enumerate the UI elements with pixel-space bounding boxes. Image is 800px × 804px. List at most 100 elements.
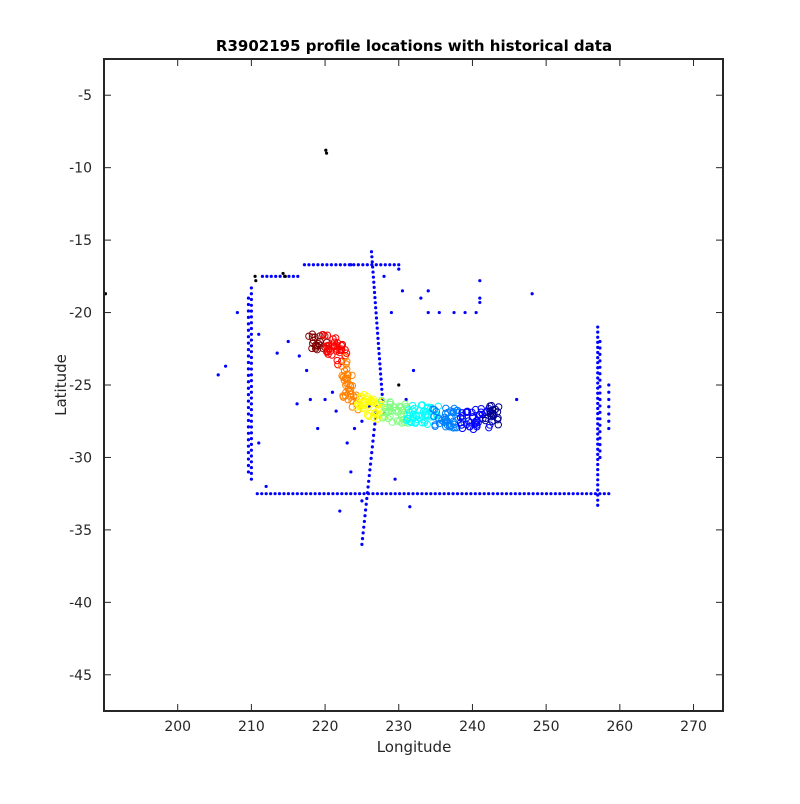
- data-point: [474, 310, 478, 315]
- data-point: [598, 391, 602, 395]
- x-tick-label: 240: [459, 719, 486, 735]
- data-point: [349, 263, 353, 267]
- data-point: [349, 492, 353, 496]
- data-point: [249, 367, 253, 371]
- data-point: [491, 492, 495, 496]
- data-point: [324, 148, 328, 152]
- data-point: [356, 263, 360, 267]
- data-point: [374, 263, 378, 267]
- plot-frame: [103, 58, 724, 712]
- profile-marker: [384, 407, 392, 416]
- data-point: [246, 386, 251, 390]
- y-tick-label: -15: [69, 233, 92, 249]
- data-point: [329, 263, 333, 267]
- data-point: [295, 402, 299, 406]
- profile-marker: [314, 339, 323, 348]
- data-point: [596, 483, 600, 487]
- x-tick-label: 200: [164, 719, 191, 735]
- y-tick-label: -30: [69, 450, 92, 466]
- data-point: [296, 274, 300, 278]
- data-point: [260, 274, 265, 278]
- data-point: [311, 263, 316, 267]
- data-point: [596, 473, 600, 477]
- data-point: [380, 392, 384, 396]
- data-point: [424, 492, 428, 496]
- profile-marker: [332, 334, 340, 342]
- data-point: [469, 492, 473, 496]
- data-point: [593, 492, 598, 496]
- data-point: [383, 263, 387, 267]
- data-layer: [104, 148, 611, 546]
- data-point: [397, 263, 401, 267]
- x-axis-label: Longitude: [377, 738, 452, 756]
- x-tick-label: 270: [680, 719, 707, 735]
- data-point: [235, 310, 239, 315]
- data-point: [370, 255, 374, 259]
- data-point: [382, 274, 386, 278]
- data-point: [598, 359, 602, 363]
- data-point: [372, 285, 376, 289]
- data-point: [246, 373, 251, 377]
- profile-marker: [447, 421, 455, 430]
- data-point: [286, 492, 291, 496]
- data-point: [249, 344, 253, 348]
- data-point: [361, 263, 365, 267]
- data-point: [398, 492, 402, 496]
- data-point: [249, 425, 253, 429]
- data-point: [596, 447, 600, 451]
- data-point: [246, 354, 251, 358]
- data-point: [338, 509, 342, 513]
- data-point: [433, 492, 437, 496]
- data-point: [371, 270, 375, 274]
- profile-marker: [371, 409, 379, 417]
- data-point: [349, 470, 353, 474]
- data-point: [411, 368, 416, 373]
- data-point: [464, 492, 468, 496]
- data-point: [340, 492, 344, 496]
- data-point: [216, 373, 220, 377]
- profile-marker: [365, 412, 373, 420]
- data-point: [269, 492, 273, 496]
- data-point: [392, 263, 396, 267]
- profile-marker: [342, 388, 350, 396]
- data-point: [553, 492, 557, 496]
- profile-marker: [343, 365, 351, 373]
- data-point: [265, 274, 269, 278]
- y-tick-label: -45: [69, 668, 92, 684]
- data-point: [249, 396, 253, 400]
- data-point: [522, 492, 526, 496]
- profile-marker: [477, 404, 485, 413]
- profile-marker: [323, 331, 332, 339]
- profile-marker: [449, 408, 458, 417]
- data-point: [249, 442, 253, 447]
- data-point: [388, 263, 392, 267]
- data-point: [249, 303, 253, 307]
- profile-marker: [426, 405, 435, 413]
- data-point: [373, 295, 377, 300]
- y-tick-label: -40: [69, 595, 92, 611]
- profile-marker: [333, 356, 341, 365]
- data-point: [602, 492, 606, 496]
- profile-marker: [430, 412, 438, 421]
- data-point: [571, 492, 575, 496]
- profile-marker: [364, 403, 373, 412]
- data-point: [273, 492, 277, 496]
- data-point: [371, 492, 375, 496]
- profile-marker: [386, 403, 394, 411]
- data-point: [429, 492, 433, 496]
- profile-marker: [458, 409, 466, 417]
- data-point: [249, 338, 253, 342]
- data-point: [286, 339, 290, 344]
- data-point: [540, 492, 544, 496]
- data-point: [246, 412, 251, 416]
- data-point: [598, 417, 602, 421]
- data-point: [352, 263, 356, 267]
- data-point: [487, 492, 491, 496]
- profile-marker: [431, 422, 439, 430]
- data-point: [362, 492, 366, 496]
- data-point: [249, 408, 253, 412]
- profile-marker: [449, 408, 457, 416]
- data-point: [384, 492, 388, 496]
